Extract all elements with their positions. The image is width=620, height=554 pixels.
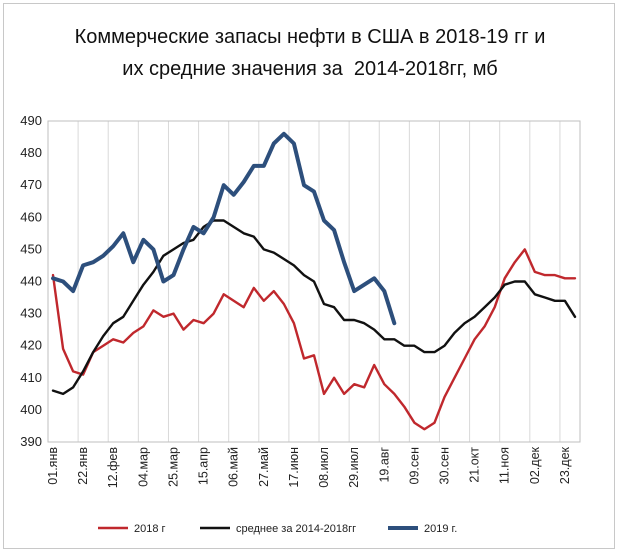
y-tick-label: 420 xyxy=(20,338,42,353)
y-tick-label: 480 xyxy=(20,145,42,160)
x-tick-label: 11.ноя xyxy=(498,447,512,484)
legend-label: 2018 г xyxy=(134,523,166,535)
x-tick-label: 17.июн xyxy=(287,447,301,488)
x-tick-label: 02.дек xyxy=(528,446,542,484)
plot-area xyxy=(47,120,581,443)
x-tick-label: 12.фев xyxy=(106,447,120,489)
y-tick-label: 390 xyxy=(20,434,42,449)
y-tick-label: 440 xyxy=(20,274,42,289)
chart-frame xyxy=(3,3,615,549)
chart-title: Коммерческие запасы нефти в США в 2018-1… xyxy=(74,26,546,48)
legend-label: среднее за 2014-2018гг xyxy=(236,523,356,535)
series-line-1 xyxy=(51,248,577,431)
series-line-2 xyxy=(51,219,577,396)
x-tick-label: 27.май xyxy=(257,447,271,487)
y-tick-label: 460 xyxy=(20,209,42,224)
x-tick-label: 25.мар xyxy=(166,447,180,487)
x-tick-label: 29.июл xyxy=(347,447,361,488)
x-tick-label: 22.янв xyxy=(76,447,90,485)
x-tick-label: 23.дек xyxy=(558,446,572,484)
y-tick-label: 430 xyxy=(20,306,42,321)
x-tick-label: 19.авг xyxy=(377,447,391,483)
y-tick-label: 490 xyxy=(20,113,42,128)
x-tick-label: 15.апр xyxy=(197,447,211,485)
x-tick-label: 01.янв xyxy=(46,447,60,485)
x-tick-label: 30.сен xyxy=(437,447,451,485)
x-tick-label: 06.май xyxy=(227,447,241,487)
x-tick-label: 04.мар xyxy=(136,447,150,487)
y-tick-label: 450 xyxy=(20,241,42,256)
y-tick-label: 400 xyxy=(20,402,42,417)
series-line-3 xyxy=(51,131,397,326)
x-tick-label: 21.окт xyxy=(468,447,482,483)
chart-subtitle: их средние значения за 2014-2018гг, мб xyxy=(122,58,498,80)
legend-label: 2019 г. xyxy=(424,523,457,535)
x-tick-label: 09.сен xyxy=(407,447,421,485)
x-tick-label: 08.июл xyxy=(317,447,331,488)
y-tick-label: 410 xyxy=(20,370,42,385)
y-tick-label: 470 xyxy=(20,177,42,192)
